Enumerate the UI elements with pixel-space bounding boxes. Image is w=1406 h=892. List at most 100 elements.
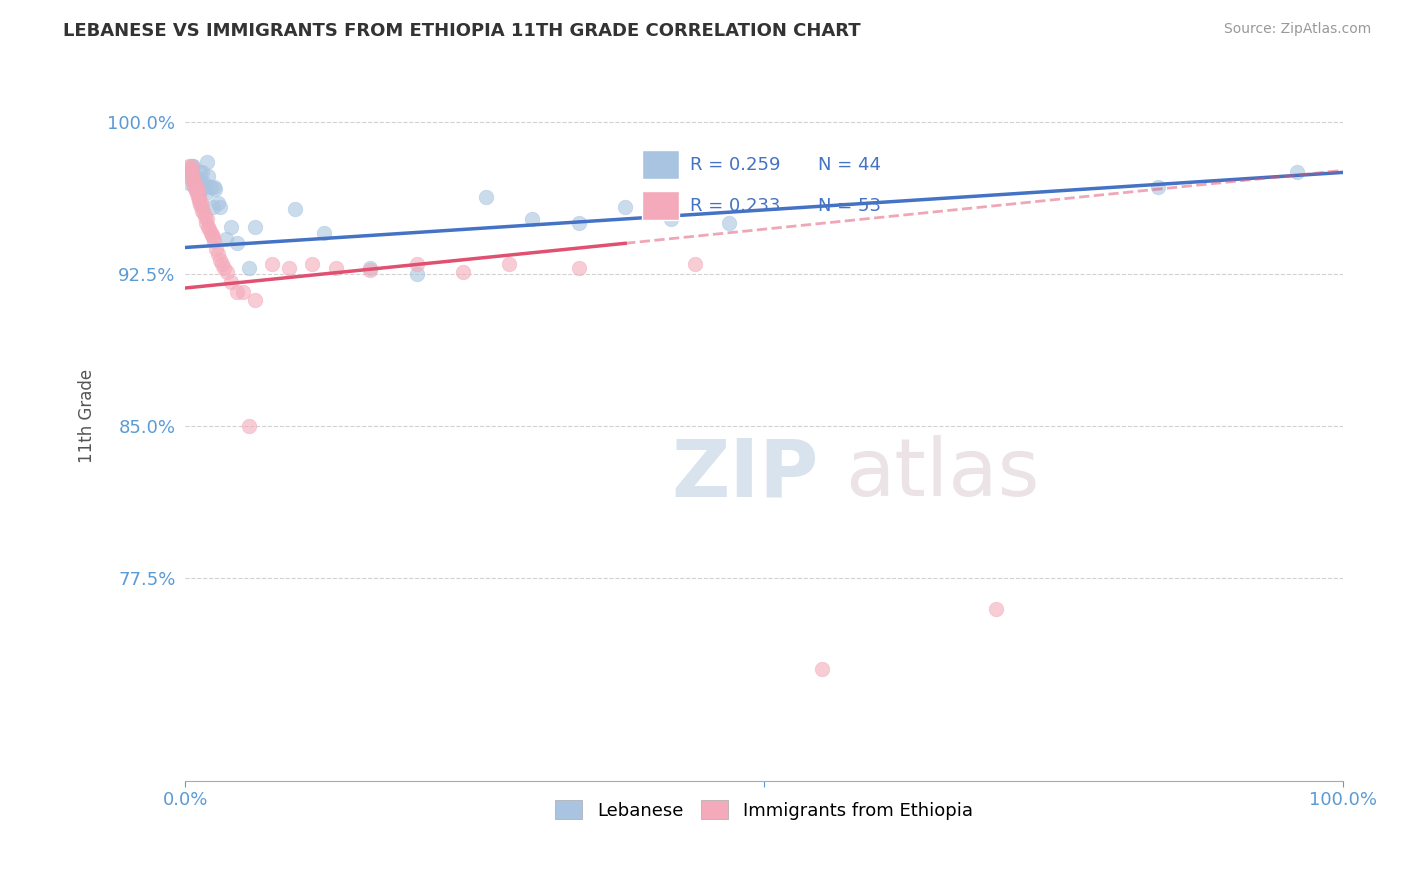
Text: R = 0.259: R = 0.259 xyxy=(690,155,780,174)
Point xyxy=(1146,179,1168,194)
Point xyxy=(191,165,214,179)
Point xyxy=(180,171,202,186)
Y-axis label: 11th Grade: 11th Grade xyxy=(79,368,96,463)
Point xyxy=(194,179,217,194)
Point xyxy=(207,195,229,210)
Point xyxy=(194,186,217,200)
Text: atlas: atlas xyxy=(845,435,1039,513)
Point xyxy=(984,601,1007,615)
Point xyxy=(208,200,231,214)
Point xyxy=(243,220,266,235)
Text: N = 44: N = 44 xyxy=(817,155,880,174)
Point xyxy=(1285,165,1308,179)
Point xyxy=(359,262,381,277)
Point xyxy=(260,257,283,271)
Point xyxy=(202,235,225,249)
Point xyxy=(359,260,381,275)
Text: R = 0.233: R = 0.233 xyxy=(690,196,780,215)
Point xyxy=(718,216,741,230)
Point xyxy=(197,169,219,184)
Point xyxy=(201,228,224,243)
Point xyxy=(186,171,208,186)
Point xyxy=(811,662,834,676)
Point xyxy=(181,176,204,190)
Point xyxy=(187,184,209,198)
Point xyxy=(226,285,249,299)
Point xyxy=(181,159,204,173)
Point xyxy=(188,190,211,204)
Point xyxy=(207,246,229,260)
Point xyxy=(614,200,637,214)
Point xyxy=(183,179,205,194)
Point xyxy=(683,257,706,271)
Text: ZIP: ZIP xyxy=(672,435,818,513)
Point xyxy=(498,257,520,271)
Point xyxy=(181,168,204,182)
Point xyxy=(232,285,254,299)
Point xyxy=(661,212,683,227)
Point xyxy=(194,210,217,224)
Point xyxy=(568,260,591,275)
Point xyxy=(193,206,215,220)
Point xyxy=(214,232,236,246)
Point xyxy=(522,212,544,227)
Point xyxy=(221,275,243,289)
Point xyxy=(188,194,211,208)
Point xyxy=(221,220,243,235)
Text: Source: ZipAtlas.com: Source: ZipAtlas.com xyxy=(1223,22,1371,37)
Point xyxy=(451,265,474,279)
Point xyxy=(197,220,219,235)
Point xyxy=(202,179,225,194)
Point xyxy=(215,265,238,279)
Point xyxy=(405,257,427,271)
Point xyxy=(184,178,207,192)
Point xyxy=(188,187,211,202)
Point xyxy=(181,159,204,173)
Point xyxy=(186,179,208,194)
Point xyxy=(183,176,205,190)
Point xyxy=(191,203,214,218)
Point xyxy=(301,257,323,271)
Legend: Lebanese, Immigrants from Ethiopia: Lebanese, Immigrants from Ethiopia xyxy=(548,793,980,827)
Point xyxy=(186,186,208,200)
Point xyxy=(190,195,212,210)
Point xyxy=(190,176,212,190)
Point xyxy=(226,236,249,251)
Point xyxy=(181,163,204,178)
Point xyxy=(205,243,228,257)
Point xyxy=(208,252,231,267)
Text: LEBANESE VS IMMIGRANTS FROM ETHIOPIA 11TH GRADE CORRELATION CHART: LEBANESE VS IMMIGRANTS FROM ETHIOPIA 11T… xyxy=(63,22,860,40)
Text: N = 53: N = 53 xyxy=(817,196,880,215)
Point xyxy=(200,179,222,194)
Point xyxy=(198,222,221,236)
Point xyxy=(179,163,201,178)
Point xyxy=(194,216,217,230)
Point xyxy=(204,181,226,195)
Point xyxy=(179,165,201,179)
Point xyxy=(177,176,200,190)
Bar xyxy=(643,151,679,179)
Point xyxy=(184,184,207,198)
Point xyxy=(187,184,209,198)
Point xyxy=(183,173,205,187)
Point xyxy=(284,202,307,216)
Point xyxy=(195,155,218,169)
Point xyxy=(188,198,211,212)
Point xyxy=(201,230,224,244)
Point xyxy=(195,212,218,227)
Point xyxy=(325,260,347,275)
Point xyxy=(181,165,204,179)
Point xyxy=(193,176,215,190)
Point xyxy=(568,216,591,230)
Point xyxy=(211,257,233,271)
Bar xyxy=(643,192,679,220)
Point xyxy=(278,260,301,275)
Point xyxy=(177,159,200,173)
Point xyxy=(475,190,498,204)
Point xyxy=(191,200,214,214)
Point xyxy=(181,169,204,184)
Point xyxy=(186,179,208,194)
Point xyxy=(238,260,260,275)
Point xyxy=(238,419,260,434)
Point xyxy=(214,260,236,275)
